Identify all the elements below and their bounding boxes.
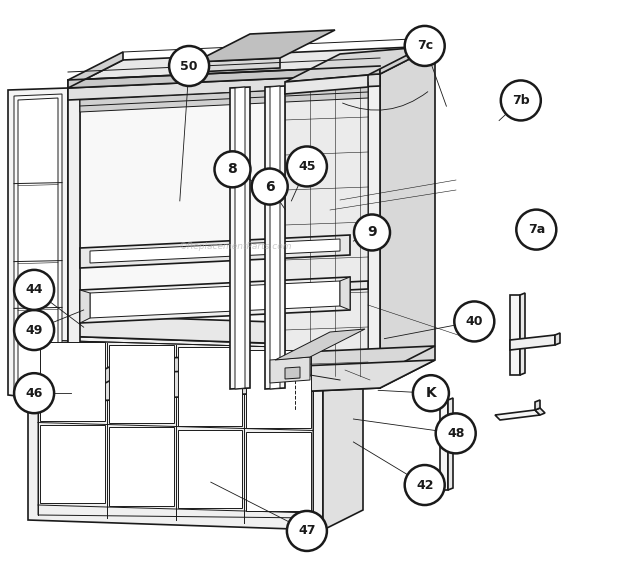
Polygon shape: [90, 239, 340, 263]
Polygon shape: [555, 333, 560, 345]
Text: 8: 8: [228, 162, 237, 176]
Polygon shape: [80, 235, 350, 268]
Polygon shape: [535, 408, 545, 415]
Polygon shape: [275, 329, 365, 360]
Polygon shape: [68, 52, 123, 88]
Polygon shape: [270, 86, 280, 389]
Polygon shape: [40, 425, 105, 503]
Polygon shape: [80, 86, 368, 390]
Circle shape: [454, 301, 494, 342]
Polygon shape: [80, 86, 368, 112]
Text: 7b: 7b: [512, 94, 529, 107]
Polygon shape: [68, 376, 380, 402]
Polygon shape: [68, 360, 435, 402]
Circle shape: [14, 270, 54, 310]
Polygon shape: [18, 98, 58, 394]
Polygon shape: [368, 74, 380, 388]
Polygon shape: [108, 344, 174, 423]
Polygon shape: [80, 277, 350, 323]
Polygon shape: [285, 367, 300, 379]
Polygon shape: [28, 315, 363, 345]
Polygon shape: [448, 398, 453, 490]
Text: K: K: [425, 386, 436, 400]
Text: 42: 42: [416, 479, 433, 491]
Circle shape: [287, 511, 327, 551]
Polygon shape: [285, 82, 368, 381]
Text: 50: 50: [180, 60, 198, 72]
Text: 44: 44: [25, 284, 43, 296]
Circle shape: [252, 169, 288, 204]
Polygon shape: [510, 335, 555, 350]
Text: 7a: 7a: [528, 223, 545, 236]
Polygon shape: [195, 58, 280, 72]
Polygon shape: [535, 400, 540, 410]
Polygon shape: [28, 335, 323, 530]
Polygon shape: [495, 410, 540, 420]
Text: 48: 48: [447, 427, 464, 440]
Text: 9: 9: [367, 226, 377, 239]
Text: 45: 45: [298, 160, 316, 173]
Polygon shape: [68, 66, 380, 88]
Circle shape: [14, 310, 54, 350]
Text: 46: 46: [25, 387, 43, 400]
Polygon shape: [265, 86, 285, 389]
Polygon shape: [68, 346, 435, 388]
Circle shape: [287, 146, 327, 187]
Polygon shape: [520, 293, 525, 375]
Polygon shape: [235, 87, 245, 389]
Polygon shape: [177, 347, 242, 425]
Text: 40: 40: [466, 315, 483, 328]
Polygon shape: [108, 427, 174, 506]
Polygon shape: [80, 290, 90, 323]
Polygon shape: [285, 75, 368, 94]
Polygon shape: [230, 87, 250, 389]
Circle shape: [14, 373, 54, 413]
Circle shape: [354, 215, 390, 250]
Polygon shape: [40, 342, 105, 421]
Circle shape: [516, 210, 556, 250]
Polygon shape: [380, 38, 435, 74]
Polygon shape: [14, 94, 62, 398]
Circle shape: [436, 413, 476, 453]
Polygon shape: [440, 400, 448, 490]
Text: 6: 6: [265, 180, 275, 193]
Circle shape: [405, 26, 445, 66]
Polygon shape: [285, 47, 423, 82]
Polygon shape: [380, 46, 435, 388]
Circle shape: [215, 152, 250, 187]
Text: 47: 47: [298, 525, 316, 537]
Circle shape: [169, 46, 209, 86]
Polygon shape: [195, 30, 335, 62]
Polygon shape: [510, 295, 520, 375]
Polygon shape: [68, 74, 380, 100]
Polygon shape: [68, 88, 80, 402]
Polygon shape: [80, 281, 368, 303]
Polygon shape: [270, 357, 310, 383]
Circle shape: [405, 465, 445, 505]
Polygon shape: [340, 277, 350, 310]
Polygon shape: [8, 88, 68, 402]
Circle shape: [413, 375, 449, 411]
Polygon shape: [246, 350, 311, 428]
Polygon shape: [90, 281, 340, 318]
Text: 7c: 7c: [417, 40, 433, 52]
Circle shape: [501, 80, 541, 121]
Polygon shape: [246, 432, 311, 510]
Text: ©ReplacementParts.com: ©ReplacementParts.com: [179, 242, 293, 251]
Polygon shape: [323, 325, 363, 530]
Polygon shape: [68, 46, 435, 88]
Text: 49: 49: [25, 324, 43, 336]
Polygon shape: [177, 429, 242, 508]
